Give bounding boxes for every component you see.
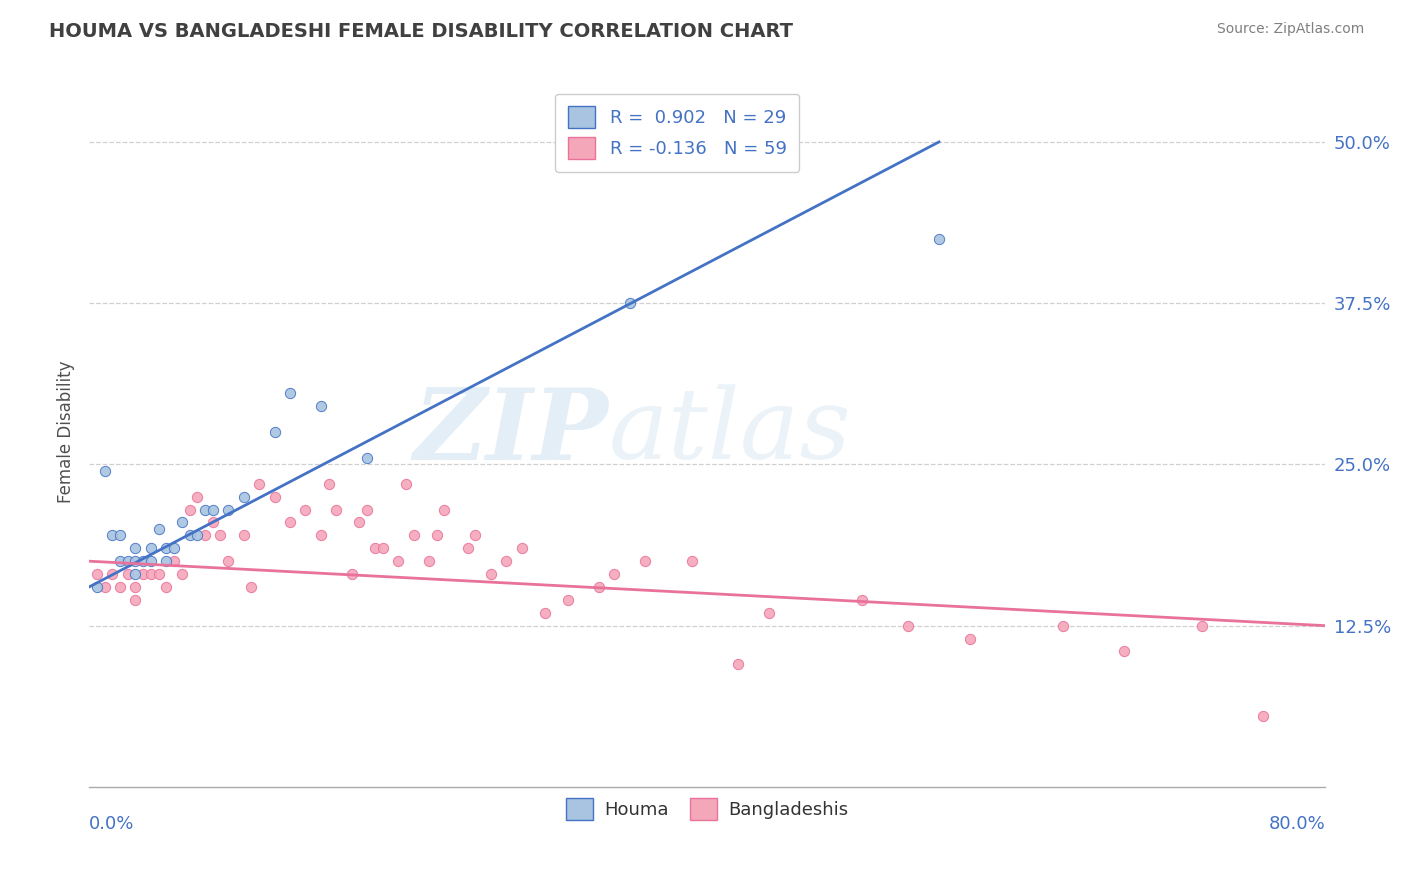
Point bbox=[108, 580, 131, 594]
Point bbox=[959, 632, 981, 646]
Point bbox=[464, 528, 486, 542]
Point bbox=[309, 528, 332, 542]
Point bbox=[108, 554, 131, 568]
Point bbox=[619, 296, 641, 310]
Point bbox=[117, 554, 139, 568]
Point bbox=[170, 567, 193, 582]
Point bbox=[1052, 618, 1074, 632]
Point bbox=[727, 657, 749, 672]
Point bbox=[124, 554, 146, 568]
Point bbox=[232, 490, 254, 504]
Point bbox=[101, 567, 124, 582]
Text: HOUMA VS BANGLADESHI FEMALE DISABILITY CORRELATION CHART: HOUMA VS BANGLADESHI FEMALE DISABILITY C… bbox=[49, 22, 793, 41]
Point bbox=[194, 502, 217, 516]
Point bbox=[395, 476, 418, 491]
Point bbox=[186, 528, 208, 542]
Point bbox=[155, 554, 177, 568]
Point bbox=[557, 593, 579, 607]
Point bbox=[179, 502, 201, 516]
Point bbox=[124, 541, 146, 556]
Point bbox=[681, 554, 703, 568]
Point bbox=[101, 528, 124, 542]
Text: 80.0%: 80.0% bbox=[1268, 815, 1326, 833]
Point bbox=[132, 554, 155, 568]
Point bbox=[139, 554, 162, 568]
Point bbox=[457, 541, 479, 556]
Point bbox=[356, 502, 378, 516]
Point bbox=[433, 502, 456, 516]
Point bbox=[86, 567, 108, 582]
Point bbox=[758, 606, 780, 620]
Point bbox=[201, 502, 224, 516]
Point bbox=[148, 567, 170, 582]
Point bbox=[240, 580, 263, 594]
Point bbox=[139, 541, 162, 556]
Point bbox=[1191, 618, 1213, 632]
Point bbox=[426, 528, 449, 542]
Point bbox=[634, 554, 657, 568]
Point bbox=[588, 580, 610, 594]
Point bbox=[418, 554, 440, 568]
Point bbox=[132, 567, 155, 582]
Point bbox=[139, 567, 162, 582]
Point bbox=[294, 502, 316, 516]
Point bbox=[510, 541, 533, 556]
Point bbox=[124, 593, 146, 607]
Point bbox=[209, 528, 232, 542]
Point bbox=[232, 528, 254, 542]
Y-axis label: Female Disability: Female Disability bbox=[58, 361, 75, 503]
Point bbox=[371, 541, 394, 556]
Point bbox=[217, 554, 239, 568]
Point bbox=[179, 528, 201, 542]
Point bbox=[93, 464, 115, 478]
Point bbox=[1114, 644, 1136, 658]
Point bbox=[340, 567, 363, 582]
Point bbox=[217, 502, 239, 516]
Legend: Houma, Bangladeshis: Houma, Bangladeshis bbox=[560, 791, 855, 828]
Point bbox=[201, 516, 224, 530]
Text: 0.0%: 0.0% bbox=[89, 815, 135, 833]
Point bbox=[356, 450, 378, 465]
Point bbox=[495, 554, 517, 568]
Point bbox=[851, 593, 873, 607]
Point bbox=[170, 516, 193, 530]
Point bbox=[124, 580, 146, 594]
Point bbox=[124, 567, 146, 582]
Point bbox=[108, 528, 131, 542]
Point bbox=[163, 554, 186, 568]
Point bbox=[364, 541, 387, 556]
Point bbox=[309, 400, 332, 414]
Point bbox=[263, 490, 285, 504]
Point bbox=[186, 490, 208, 504]
Point bbox=[86, 580, 108, 594]
Point bbox=[117, 567, 139, 582]
Point bbox=[278, 386, 301, 401]
Text: Source: ZipAtlas.com: Source: ZipAtlas.com bbox=[1216, 22, 1364, 37]
Point bbox=[155, 541, 177, 556]
Point bbox=[928, 232, 950, 246]
Point bbox=[479, 567, 502, 582]
Point bbox=[194, 528, 217, 542]
Point bbox=[387, 554, 409, 568]
Point bbox=[1253, 709, 1275, 723]
Point bbox=[402, 528, 425, 542]
Text: atlas: atlas bbox=[609, 384, 851, 480]
Point bbox=[263, 425, 285, 440]
Point bbox=[278, 516, 301, 530]
Point bbox=[148, 522, 170, 536]
Point bbox=[163, 541, 186, 556]
Point bbox=[93, 580, 115, 594]
Point bbox=[247, 476, 270, 491]
Point bbox=[897, 618, 920, 632]
Point bbox=[318, 476, 340, 491]
Point bbox=[325, 502, 347, 516]
Point bbox=[155, 580, 177, 594]
Point bbox=[534, 606, 557, 620]
Point bbox=[603, 567, 626, 582]
Point bbox=[349, 516, 371, 530]
Text: ZIP: ZIP bbox=[413, 384, 609, 481]
